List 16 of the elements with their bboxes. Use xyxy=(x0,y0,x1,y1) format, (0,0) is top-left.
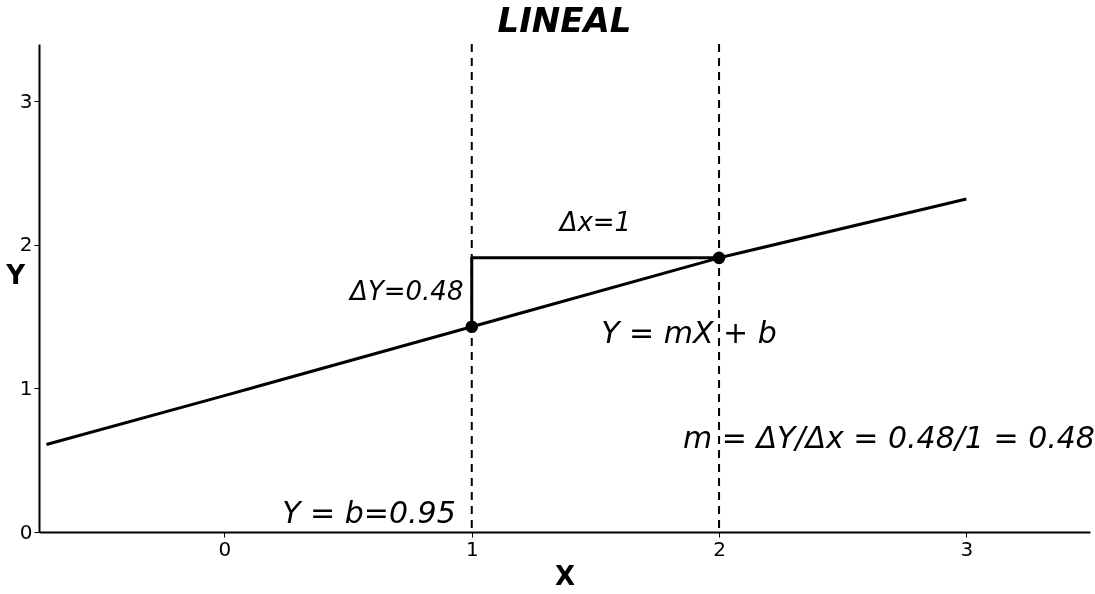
y-tick-label: 2 xyxy=(19,232,33,257)
y-tick-label: 1 xyxy=(19,375,33,400)
annotation: Δx=1 xyxy=(557,206,632,237)
y-tick-label: 3 xyxy=(19,88,33,113)
x-tick-label: 3 xyxy=(960,536,974,561)
annotation: m = ΔY/Δx = 0.48/1 = 0.48 xyxy=(683,420,1095,455)
x-tick-label: 0 xyxy=(218,536,232,561)
x-tick-label: 2 xyxy=(713,536,726,561)
x-tick-label: 1 xyxy=(465,536,479,561)
annotation: ΔY=0.48 xyxy=(348,276,464,307)
y-tick-label: 0 xyxy=(19,519,33,544)
x-axis-title: X xyxy=(554,560,576,591)
y-axis-title: Y xyxy=(5,259,27,290)
chart-title: LINEAL xyxy=(497,0,632,40)
annotation: Y = mX + b xyxy=(601,315,777,350)
annotation: Y = b=0.95 xyxy=(282,495,456,530)
